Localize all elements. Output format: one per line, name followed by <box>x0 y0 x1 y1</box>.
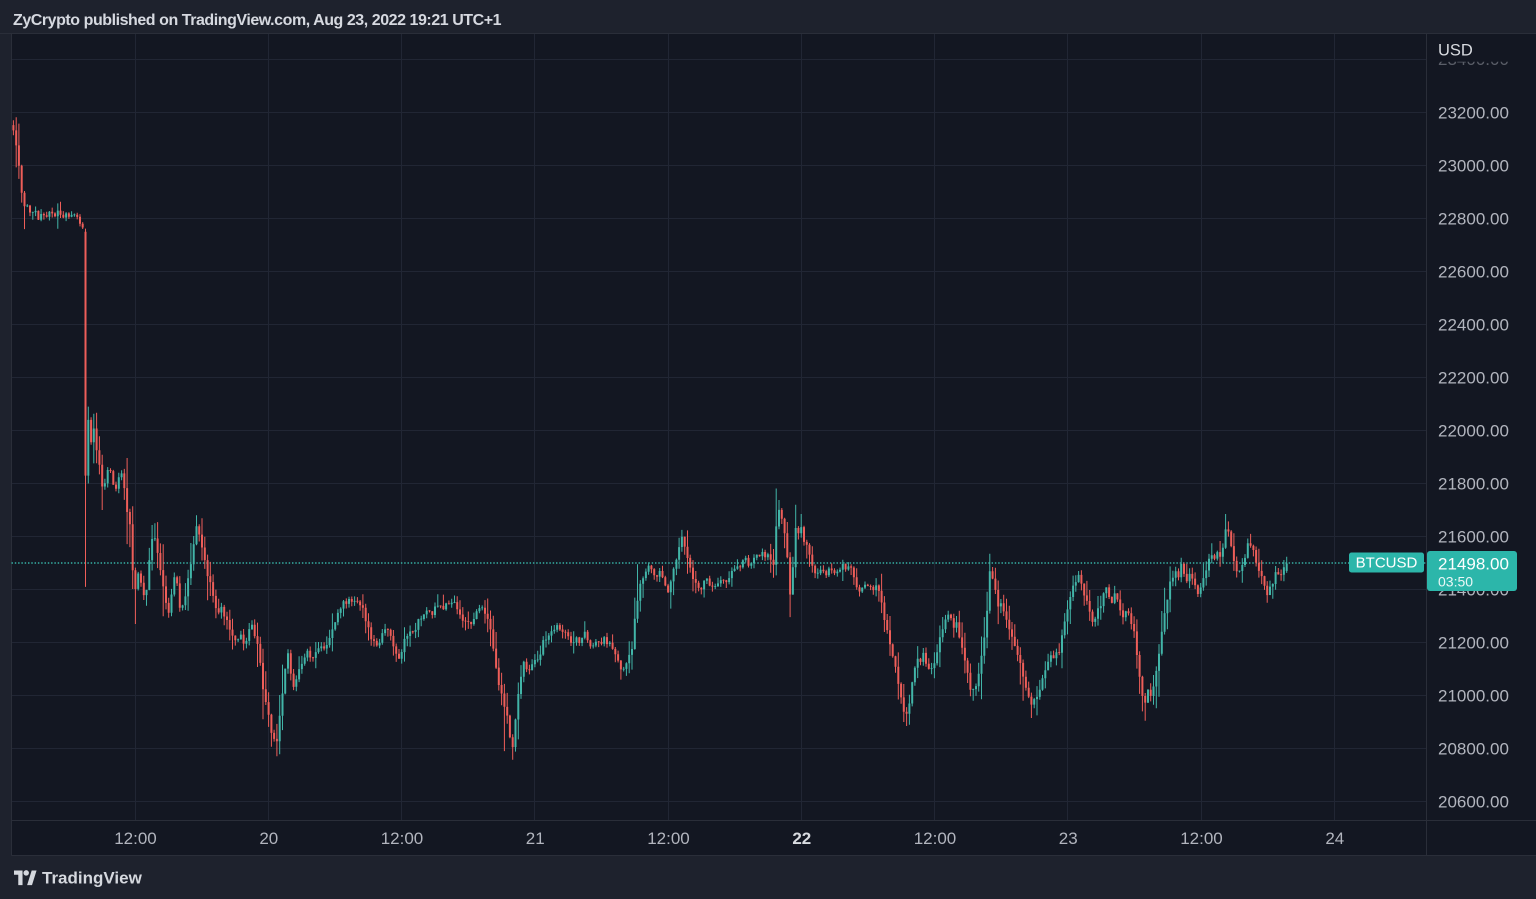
svg-text:22: 22 <box>792 829 811 848</box>
svg-text:23400.00: 23400.00 <box>1438 50 1509 69</box>
svg-text:12:00: 12:00 <box>914 829 957 848</box>
svg-text:03:50: 03:50 <box>1438 574 1473 590</box>
svg-text:12:00: 12:00 <box>1180 829 1223 848</box>
svg-text:21200.00: 21200.00 <box>1438 634 1509 653</box>
svg-text:BTCUSD: BTCUSD <box>1356 555 1418 572</box>
svg-text:21600.00: 21600.00 <box>1438 528 1509 547</box>
svg-text:20600.00: 20600.00 <box>1438 793 1509 812</box>
svg-text:20800.00: 20800.00 <box>1438 740 1509 759</box>
svg-text:23: 23 <box>1059 829 1078 848</box>
svg-text:21800.00: 21800.00 <box>1438 475 1509 494</box>
svg-text:USD: USD <box>1438 42 1473 60</box>
svg-text:12:00: 12:00 <box>114 829 157 848</box>
svg-text:21000.00: 21000.00 <box>1438 687 1509 706</box>
svg-text:23200.00: 23200.00 <box>1438 104 1509 123</box>
svg-text:21498.00: 21498.00 <box>1438 555 1509 574</box>
svg-text:22400.00: 22400.00 <box>1438 316 1509 335</box>
svg-text:21: 21 <box>526 829 545 848</box>
svg-text:12:00: 12:00 <box>647 829 690 848</box>
svg-text:22800.00: 22800.00 <box>1438 210 1509 229</box>
svg-text:22200.00: 22200.00 <box>1438 369 1509 388</box>
svg-text:22600.00: 22600.00 <box>1438 263 1509 282</box>
svg-text:23000.00: 23000.00 <box>1438 157 1509 176</box>
svg-text:12:00: 12:00 <box>381 829 424 848</box>
svg-text:24: 24 <box>1325 829 1344 848</box>
svg-text:20: 20 <box>259 829 278 848</box>
svg-text:ZyCrypto published on TradingV: ZyCrypto published on TradingView.com, A… <box>13 12 502 29</box>
svg-text:TradingView: TradingView <box>42 869 143 888</box>
svg-text:22000.00: 22000.00 <box>1438 422 1509 441</box>
